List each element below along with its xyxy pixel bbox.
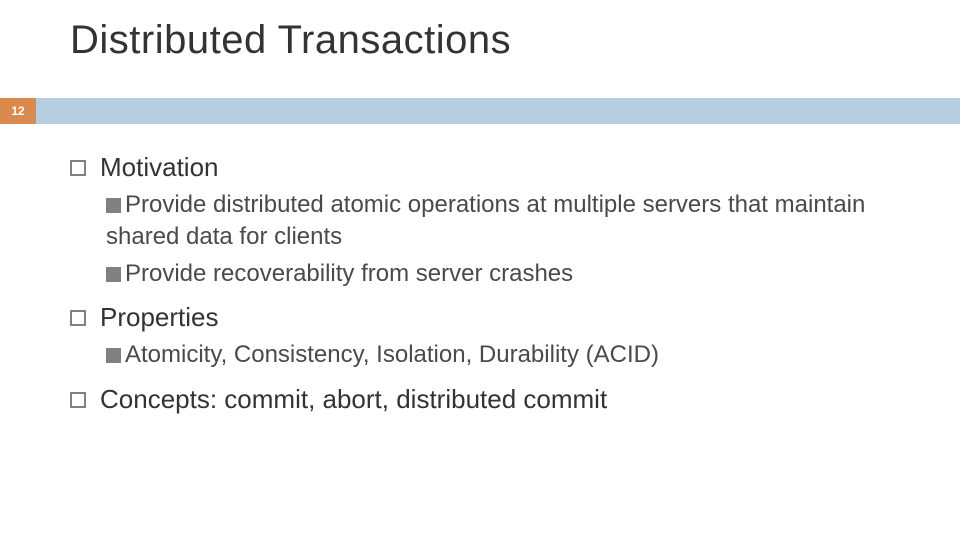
slide-number-badge: 12 xyxy=(0,98,36,124)
list-item-label: Provide distributed atomic operations at… xyxy=(106,191,865,250)
list-item-label: Atomicity, Consistency, Isolation, Durab… xyxy=(125,341,659,368)
square-bullet-icon xyxy=(106,267,121,282)
square-bullet-icon xyxy=(106,198,121,213)
slide: Distributed Transactions 12 Motivation P… xyxy=(0,0,960,540)
square-bullet-icon xyxy=(70,310,86,326)
slide-body: Motivation Provide distributed atomic op… xyxy=(70,142,900,421)
list-item: Concepts: commit, abort, distributed com… xyxy=(70,384,900,415)
sublist: Provide distributed atomic operations at… xyxy=(70,189,900,290)
list-item-label: Concepts: commit, abort, distributed com… xyxy=(100,384,607,415)
accent-bar: 12 xyxy=(0,98,960,124)
sublist: Atomicity, Consistency, Isolation, Durab… xyxy=(70,339,900,371)
square-bullet-icon xyxy=(70,392,86,408)
list-item-label: Properties xyxy=(100,302,219,333)
list-item: Provide distributed atomic operations at… xyxy=(106,189,900,254)
list-item: Provide recoverability from server crash… xyxy=(106,258,900,290)
list-item-label: Motivation xyxy=(100,152,219,183)
accent-bar-blue xyxy=(36,98,960,124)
list-item: Atomicity, Consistency, Isolation, Durab… xyxy=(106,339,900,371)
square-bullet-icon xyxy=(70,160,86,176)
list-item-label: Provide recoverability from server crash… xyxy=(125,260,573,287)
list-item: Properties xyxy=(70,302,900,333)
list-item: Motivation xyxy=(70,152,900,183)
slide-title: Distributed Transactions xyxy=(70,18,511,63)
square-bullet-icon xyxy=(106,348,121,363)
